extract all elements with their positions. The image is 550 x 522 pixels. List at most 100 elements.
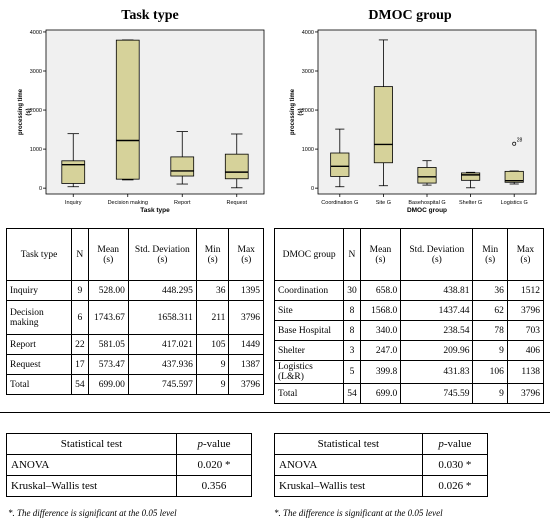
table-cell: 699.0 [359,383,402,404]
table-cell: 8 [343,320,361,341]
table-cell: 211 [195,300,230,335]
table-row: Kruskal–Wallis test 0.026 * [274,475,489,497]
table-cell: 22 [71,334,89,355]
y-tick-label: 3000 [30,69,42,75]
table-cell: 0.020 * [175,454,253,476]
y-axis-label: processing time (s) [290,88,304,135]
column-header: Statistical test [274,433,423,455]
table-cell: 438.81 [400,280,474,301]
table-cell: Decision making [5,300,73,335]
table-cell: 247.0 [359,340,402,361]
table-row: Base Hospital 8 340.0 238.54 78 703 [273,320,545,341]
task-type-boxplot: 0 1000 2000 3000 4000 processing time (s) Inqui… [18,29,265,214]
table-cell: 1568.0 [359,300,402,321]
box [461,172,481,181]
table-row: Request 17 573.47 437.936 9 1387 [5,354,264,375]
box [373,86,393,164]
column-header: Std. Deviation (s) [400,228,474,281]
table-cell: Kruskal–Wallis test [274,475,423,497]
y-tick-label: 3000 [302,69,314,75]
dmoc-chart-title: DMOC group [368,8,452,23]
table-cell: 62 [472,300,508,321]
table-row: Total 54 699.00 745.597 9 3796 [5,374,264,395]
table-cell: Report [5,334,73,355]
table-row: Kruskal–Wallis test 0.356 [6,475,253,497]
table-cell: 9 [472,383,508,404]
outlier-label: 28 [517,138,523,144]
table-cell: 78 [472,320,508,341]
column-header: p-value [421,433,489,455]
footnote-task: *. The difference is significant at the … [8,508,177,518]
table-cell: 1138 [506,360,545,384]
table-row: Report 22 581.05 417.021 105 1449 [5,334,264,355]
table-cell: 54 [343,383,361,404]
box [115,39,140,180]
outlier-point [512,141,517,146]
dmoc-group-boxplot: 0 1000 2000 3000 4000 processing time (s) Coord… [290,29,537,214]
table-cell: ANOVA [6,454,177,476]
header-row: Statistical test p-value [274,433,489,455]
table-cell: 1437.44 [400,300,474,321]
header-row: DMOC group N Mean (s) Std. Deviation (s) Min… [273,228,545,281]
table-cell: 36 [195,280,230,301]
column-header: N [343,228,361,281]
column-header: Mean (s) [359,228,402,281]
box [224,153,249,180]
table-cell: 3796 [228,300,264,335]
y-tick-label: 2000 [302,108,314,114]
table-cell: Inquiry [5,280,73,301]
y-tick-label: 1000 [30,147,42,153]
task-type-stats-table: Task type N Mean (s) Std. Deviation (s) Min … [5,228,264,395]
table-cell: Coordination [273,280,345,301]
table-cell: 30 [343,280,361,301]
table-cell: 1395 [228,280,264,301]
table-cell: 106 [472,360,508,384]
table-row: Site 8 1568.0 1437.44 62 3796 [273,300,545,321]
column-header: Min (s) [472,228,508,281]
y-tick-label: 4000 [30,30,42,36]
table-separator [0,412,550,413]
p-symbol: p [197,438,204,450]
column-header: Min (s) [195,228,230,281]
table-cell: 448.295 [127,280,197,301]
x-tick-label: Basehospital G [408,200,445,206]
table-cell: 9 [472,340,508,361]
table-cell: Shelter [273,340,345,361]
column-header: Max (s) [228,228,264,281]
table-cell: Total [273,383,345,404]
table-row: Decision making 6 1743.67 1658.311 211 3796 [5,300,264,335]
x-tick-label: Logistics G [501,200,528,206]
table-cell: 399.8 [359,360,402,384]
column-header: Std. Deviation (s) [127,228,197,281]
table-cell: 6 [71,300,89,335]
table-cell: 1658.311 [127,300,197,335]
table-cell: 417.021 [127,334,197,355]
y-axis-label: processing time (s) [18,88,32,135]
table-cell: 3796 [506,383,545,404]
table-cell: 437.936 [127,354,197,375]
table-row: Shelter 3 247.0 209.96 9 406 [273,340,545,361]
dmoc-group-stats-table: DMOC group N Mean (s) Std. Deviation (s) Min… [273,228,545,404]
table-cell: Base Hospital [273,320,345,341]
y-tick-label: 4000 [302,30,314,36]
table-row: Coordination 30 658.0 438.81 36 1512 [273,280,545,301]
table-cell: 8 [343,300,361,321]
table-cell: Total [5,374,73,395]
y-tick-label: 0 [311,186,314,192]
table-cell: 0.030 * [421,454,489,476]
table-cell: 340.0 [359,320,402,341]
table-cell: 573.47 [87,354,129,375]
x-tick-label: Site G [376,200,391,206]
table-row: ANOVA 0.020 * [6,454,253,476]
box [330,152,350,177]
table-cell: Site [273,300,345,321]
table-cell: 54 [71,374,89,395]
table-cell: 9 [195,354,230,375]
table-cell: 1449 [228,334,264,355]
y-tick-label: 2000 [30,108,42,114]
column-header: Task type [5,228,73,281]
dmoc-group-tests-table: Statistical test p-value ANOVA 0.030 * Krusk… [274,433,489,497]
table-cell: 238.54 [400,320,474,341]
x-tick-label: Inquiry [65,200,82,206]
table-cell: 17 [71,354,89,375]
